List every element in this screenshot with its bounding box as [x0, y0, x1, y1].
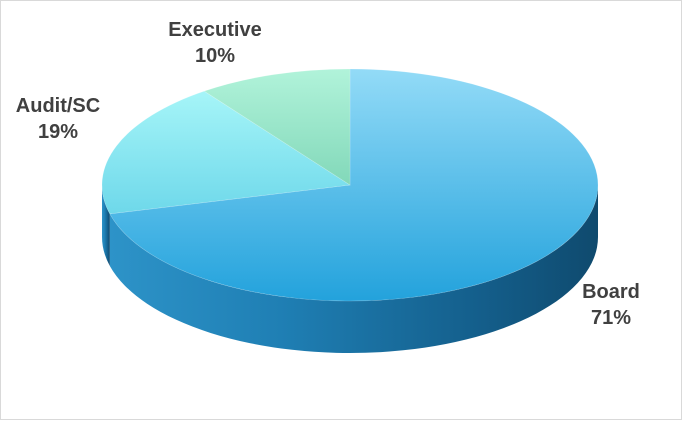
audit-sc-category-label: Audit/SC [15, 95, 101, 117]
board-percent-label: 71% [590, 307, 632, 329]
data-label-executive: Executive 10% [153, 17, 277, 69]
data-label-audit-sc: Audit/SC 19% [3, 93, 113, 145]
pie-slice-board [109, 68, 599, 302]
pie-slice-audit-sc [101, 90, 351, 215]
executive-percent-label: 10% [194, 45, 236, 67]
pie-slice-audit-sc-side [102, 185, 110, 266]
executive-category-label: Executive [168, 19, 262, 41]
board-category-label: Board [582, 281, 640, 303]
audit-sc-percent-label: 19% [37, 121, 79, 143]
data-label-board: Board 71% [561, 279, 661, 331]
pie-slice-executive [203, 68, 351, 186]
pie-slice-board-side [109, 185, 598, 354]
